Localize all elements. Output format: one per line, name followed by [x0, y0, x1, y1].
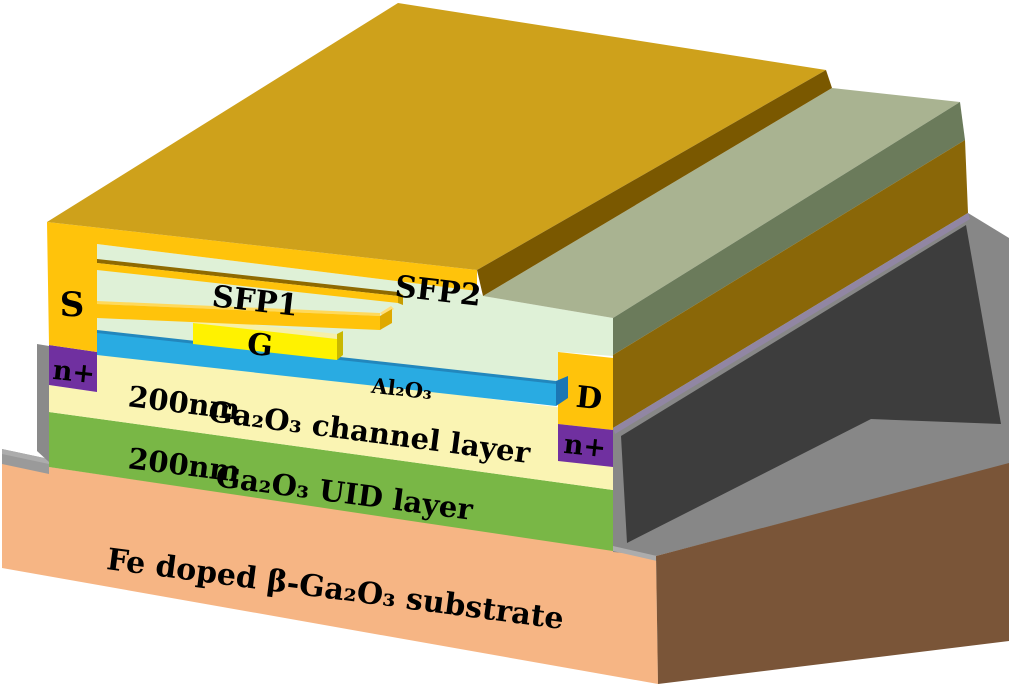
sfp2-plate-edge-bevel [477, 70, 832, 296]
substrate-side-face [656, 463, 1009, 684]
channel-layer-front-face [49, 350, 613, 490]
side-dark-panel [621, 225, 1001, 543]
metal-side-face-olive [613, 140, 968, 428]
drain-contact [558, 352, 613, 430]
uid-layer-front-face [49, 412, 613, 551]
passivation2-top-surface [483, 88, 960, 318]
n-plus-right-label: n+ [562, 429, 607, 464]
frame-top-edge-strip [613, 213, 970, 434]
passivation2-side-face [613, 102, 965, 355]
gate-front-face [193, 323, 337, 360]
n-plus-region-right [558, 424, 613, 467]
source-label: S [60, 285, 85, 325]
al2o3-end-face [556, 376, 568, 406]
gate-end-face [337, 331, 343, 360]
n-plus-left-label: n+ [51, 355, 96, 390]
right-frame-foot-highlight [613, 546, 657, 561]
left-frame-foot-highlight [2, 449, 49, 464]
sfp1-end-face [380, 309, 392, 330]
sfp1-front-face [97, 304, 380, 330]
n-plus-region-left [49, 345, 97, 392]
upper-arm-front-face [97, 263, 398, 303]
al2o3-layer-front [97, 333, 556, 406]
sfp1-end-top [380, 306, 394, 316]
source-contact-and-plate-front [47, 222, 477, 352]
upper-arm-end-face [398, 292, 403, 305]
sfp2-plate-top-surface [47, 3, 826, 270]
gate-label: G [245, 327, 274, 364]
upper-arm-top-bevel [97, 259, 398, 296]
left-frame-strip [37, 344, 49, 462]
substrate-front-face [2, 460, 658, 684]
sfp1-top-strip [97, 301, 380, 316]
drain-label: D [574, 380, 604, 418]
